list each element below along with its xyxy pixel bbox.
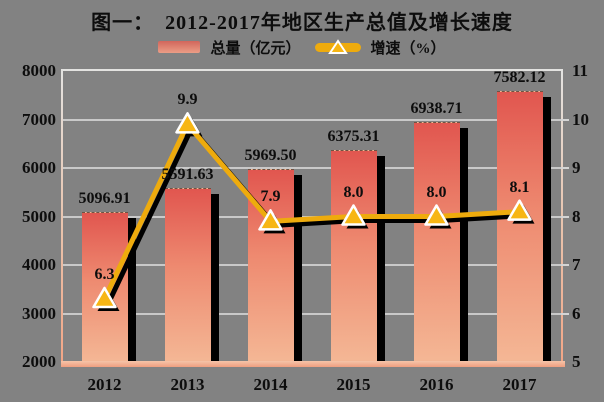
right-axis-tick-mark <box>561 264 569 266</box>
bar-2013 <box>164 187 211 362</box>
x-axis-label-2012: 2012 <box>87 375 122 394</box>
bar-2015 <box>330 149 377 362</box>
right-axis-tick-mark <box>561 118 569 121</box>
left-axis-tick-label: 7000 <box>22 109 56 129</box>
right-axis-tick-label: 11 <box>572 61 589 80</box>
legend-item-total: 总量（亿元） <box>158 37 301 58</box>
bar-value-label: 6938.71 <box>410 100 463 118</box>
line-value-label: 8.0 <box>343 183 364 201</box>
bar-drop-shadow <box>542 97 551 364</box>
bar-2017 <box>496 91 543 362</box>
bar-drop-shadow <box>459 128 468 364</box>
legend-label-total: 总量（亿元） <box>210 40 301 57</box>
bar-drop-shadow <box>210 193 219 364</box>
grid-line <box>63 118 561 121</box>
left-axis-tick-label: 6000 <box>22 158 56 177</box>
right-axis-tick-label: 9 <box>572 158 581 177</box>
line-value-label: 8.0 <box>426 183 447 201</box>
bar-2012 <box>81 211 128 362</box>
chart-title: 图一： 2012-2017年地区生产总值及增长速度 <box>91 12 513 34</box>
x-axis-label-2016: 2016 <box>419 375 454 394</box>
right-axis-tick-mark <box>561 167 569 169</box>
right-axis-tick-mark <box>561 312 569 315</box>
right-axis-tick-label: 7 <box>572 255 581 274</box>
bar-value-label: 7582.12 <box>493 69 546 87</box>
line-value-label: 6.3 <box>94 265 115 283</box>
left-axis-tick-label: 3000 <box>22 303 56 323</box>
left-axis-tick-label: 2000 <box>22 352 56 371</box>
bar-2016 <box>413 122 460 362</box>
grid-line <box>63 215 561 218</box>
line-series-swatch <box>314 39 361 55</box>
legend-label-growth: 增速（%） <box>370 40 446 57</box>
bar-drop-shadow <box>127 217 136 364</box>
x-axis-baseline <box>61 361 565 367</box>
line-value-label: 7.9 <box>260 188 281 206</box>
bar-series-swatch <box>158 41 201 53</box>
bar-value-label: 5969.50 <box>244 147 297 165</box>
line-value-label: 9.9 <box>177 91 198 109</box>
left-axis-tick-label: 5000 <box>22 206 56 226</box>
grid-line <box>63 312 561 315</box>
x-axis-label-2014: 2014 <box>253 375 288 394</box>
right-axis-tick-label: 10 <box>572 109 589 129</box>
line-value-label: 8.1 <box>509 178 530 196</box>
right-axis-tick-mark <box>561 215 569 218</box>
bar-value-label: 6375.31 <box>327 127 380 145</box>
x-axis-label-2013: 2013 <box>170 375 205 394</box>
bar-value-label: 5591.63 <box>161 165 214 183</box>
chart-legend: 总量（亿元） 增速（%） <box>0 36 604 58</box>
x-axis-label-2015: 2015 <box>336 375 371 394</box>
right-axis-tick-label: 8 <box>572 206 581 226</box>
right-axis-tick-label: 6 <box>572 303 581 323</box>
right-axis-tick-label: 5 <box>572 352 581 371</box>
left-axis-tick-label: 4000 <box>22 255 56 274</box>
bar-value-label: 5096.91 <box>78 189 131 207</box>
triangle-marker-icon <box>327 39 348 54</box>
legend-item-growth: 增速（%） <box>314 37 446 58</box>
left-axis-tick-label: 8000 <box>22 61 56 80</box>
x-axis-label-2017: 2017 <box>502 375 537 394</box>
